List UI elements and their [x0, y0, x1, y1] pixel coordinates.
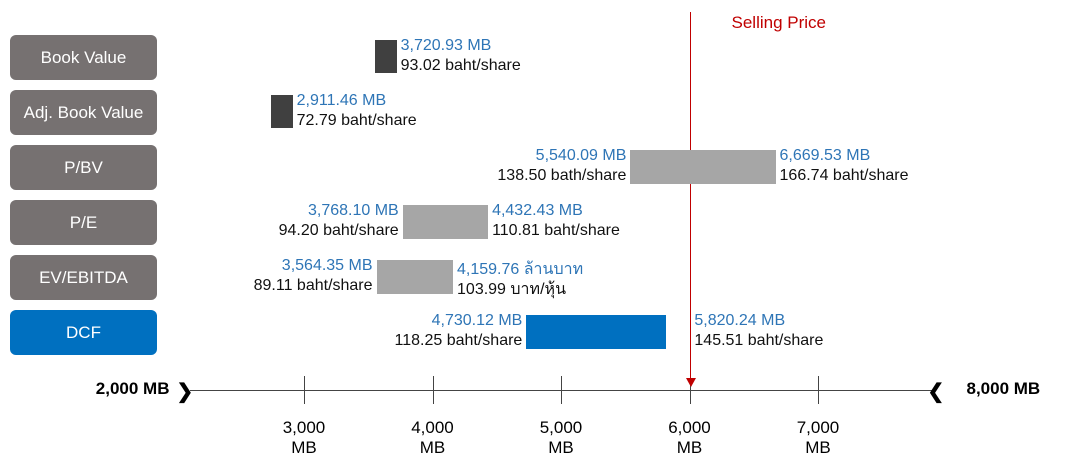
high-share-label: 110.81 baht/share [492, 222, 620, 239]
low-share-label: 138.50 bath/share [497, 167, 627, 184]
tick-mark [818, 376, 819, 404]
low-value-label: 3,564.35 MB [281, 257, 373, 274]
high-value-label: 4,159.76 ล้านบาท [457, 261, 584, 278]
low-share-label: 118.25 baht/share [394, 332, 523, 349]
axis-end-label: 8,000 MB [966, 379, 1041, 398]
high-share-label: 103.99 บาท/หุ้น [457, 281, 567, 298]
value-label: 2,911.46 MB [296, 92, 387, 109]
value-marker [374, 40, 397, 73]
tick-mark [304, 376, 305, 404]
tick-mark [689, 376, 691, 404]
high-share-label: 145.51 baht/share [694, 332, 824, 349]
axis-end-arrow: ❮ [927, 381, 945, 403]
category-label: DCF [10, 310, 157, 355]
axis-start-arrow: ❯ [176, 381, 194, 403]
x-tick-label: 3,000 MB [282, 418, 326, 457]
value-label: 3,720.93 MB [400, 37, 492, 54]
low-value-label: 5,540.09 MB [535, 147, 627, 164]
axis-start-label: 2,000 MB [95, 379, 170, 398]
high-share-label: 166.74 baht/share [779, 167, 909, 184]
range-bar [526, 315, 667, 349]
share-label: 93.02 baht/share [400, 57, 521, 74]
category-label: EV/EBITDA [10, 255, 157, 300]
x-tick-label: 7,000 MB [796, 418, 840, 457]
reference-line [689, 12, 691, 380]
x-tick-label: 4,000 MB [411, 418, 454, 457]
low-share-label: 89.11 baht/share [253, 277, 373, 294]
high-value-label: 4,432.43 MB [492, 202, 583, 219]
reference-arrow [685, 378, 696, 387]
category-label: P/E [10, 200, 157, 245]
category-label: P/BV [10, 145, 157, 190]
x-tick-label: 5,000 MB [539, 418, 583, 457]
high-value-label: 6,669.53 MB [779, 147, 871, 164]
low-share-label: 94.20 baht/share [278, 222, 399, 239]
low-value-label: 4,730.12 MB [431, 312, 523, 329]
share-label: 72.79 baht/share [296, 112, 417, 129]
value-marker [270, 95, 293, 128]
range-bar [630, 150, 776, 184]
range-bar [402, 205, 489, 239]
high-value-label: 5,820.24 MB [694, 312, 786, 329]
tick-mark [561, 376, 562, 404]
tick-mark [432, 376, 434, 404]
range-bar [376, 260, 454, 294]
low-value-label: 3,768.10 MB [307, 202, 399, 219]
category-label: Book Value [10, 35, 157, 80]
category-label: Adj. Book Value [10, 90, 157, 135]
reference-label: Selling Price [731, 13, 827, 32]
x-tick-label: 6,000 MB [668, 418, 711, 457]
